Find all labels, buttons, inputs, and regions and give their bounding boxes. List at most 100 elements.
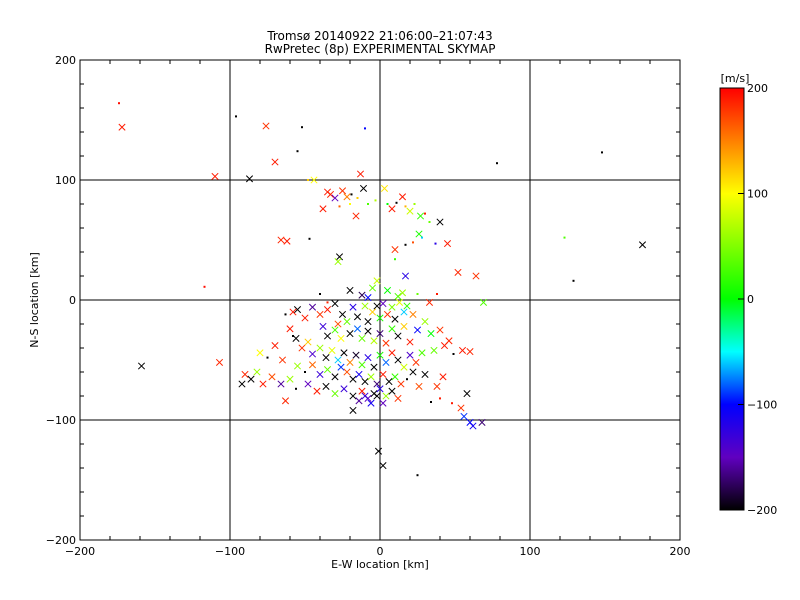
point-cross-133 (340, 349, 348, 357)
point-dot-34 (386, 203, 389, 205)
point-cross-72 (331, 300, 339, 308)
point-dot-40 (413, 203, 416, 205)
point-cross-15 (283, 237, 291, 245)
point-cross-184 (340, 385, 348, 393)
point-cross-137 (364, 354, 372, 362)
point-cross-82 (379, 300, 387, 308)
point-dot-32 (374, 199, 377, 202)
point-cross-163 (373, 380, 381, 388)
point-cross-159 (349, 375, 357, 383)
point-cross-0 (118, 123, 126, 131)
point-cross-66 (289, 308, 297, 316)
point-dot-214 (416, 474, 419, 477)
point-dot-168 (406, 378, 408, 381)
point-cross-13 (356, 170, 365, 178)
point-cross-171 (241, 370, 249, 378)
point-cross-105 (358, 334, 366, 342)
point-cross-19 (310, 176, 318, 184)
point-dot-54 (434, 242, 437, 245)
point-cross-109 (382, 339, 390, 347)
point-cross-122 (466, 348, 474, 356)
point-dot-12 (364, 127, 366, 130)
point-cross-57 (334, 258, 342, 266)
chart-title: Tromsø 20140922 21:06:00–21:07:43 (266, 29, 492, 43)
point-cross-147 (256, 349, 264, 357)
point-dot-217 (416, 293, 419, 295)
colorbar-tick-label: 200 (747, 82, 768, 95)
point-cross-27 (319, 205, 327, 213)
point-cross-70 (316, 310, 324, 318)
point-cross-97 (364, 294, 372, 302)
point-cross-119 (445, 337, 453, 345)
colorbar-tick-label: −200 (747, 504, 777, 517)
point-cross-165 (385, 378, 393, 386)
colorbar-label: [m/s] (721, 72, 750, 85)
x-tick-label: −200 (65, 545, 95, 558)
point-cross-51 (454, 268, 462, 276)
point-dot-219 (292, 335, 294, 337)
point-cross-150 (271, 342, 279, 350)
point-dot-3 (203, 285, 206, 288)
point-cross-111 (394, 332, 402, 340)
point-cross-44 (436, 218, 444, 226)
colorbar-tick-label: 0 (747, 293, 754, 306)
point-cross-132 (334, 356, 342, 364)
point-cross-98 (334, 320, 342, 328)
point-cross-100 (323, 332, 332, 340)
point-cross-104 (353, 325, 362, 333)
point-cross-195 (361, 392, 369, 400)
point-cross-45 (415, 230, 423, 238)
point-cross-123 (430, 346, 438, 354)
y-tick-label: 0 (69, 294, 76, 307)
point-cross-63 (479, 298, 488, 306)
point-cross-92 (383, 286, 392, 294)
point-cross-128 (308, 350, 317, 358)
point-cross-69 (308, 303, 317, 311)
point-cross-164 (379, 370, 387, 378)
point-cross-78 (364, 318, 372, 326)
data-points (118, 102, 647, 477)
point-cross-33 (380, 184, 389, 192)
point-dot-18 (307, 179, 309, 181)
point-cross-77 (361, 302, 369, 310)
y-tick-label: 100 (55, 174, 76, 187)
point-cross-210 (439, 373, 447, 381)
point-cross-94 (398, 289, 407, 297)
point-cross-37 (398, 193, 407, 201)
point-cross-181 (313, 387, 321, 395)
point-cross-89 (409, 310, 417, 318)
point-cross-75 (349, 303, 357, 311)
point-cross-139 (376, 351, 384, 359)
point-cross-56 (335, 253, 344, 261)
point-cross-138 (370, 363, 378, 371)
point-cross-91 (373, 277, 381, 285)
point-cross-101 (331, 326, 339, 334)
point-cross-85 (391, 315, 399, 323)
point-cross-35 (388, 205, 396, 213)
point-cross-112 (400, 322, 408, 330)
point-cross-83 (383, 310, 392, 318)
x-axis-label: E-W location [km] (331, 558, 429, 571)
x-tick-label: 100 (520, 545, 541, 558)
point-cross-193 (281, 397, 290, 405)
point-cross-186 (358, 387, 366, 395)
point-cross-116 (427, 330, 435, 338)
point-cross-47 (391, 246, 399, 254)
point-cross-180 (304, 380, 312, 388)
point-dot-216 (326, 301, 329, 304)
point-cross-71 (323, 306, 332, 314)
point-cross-9 (262, 122, 270, 130)
point-dot-38 (404, 205, 407, 208)
point-cross-7 (245, 175, 254, 183)
x-tick-label: 200 (670, 545, 691, 558)
point-dot-200 (430, 401, 432, 403)
point-cross-107 (370, 337, 378, 345)
point-dot-17 (308, 237, 311, 240)
point-cross-134 (346, 358, 354, 366)
point-dot-31 (367, 203, 369, 205)
point-cross-191 (388, 387, 396, 395)
point-cross-198 (379, 399, 387, 407)
point-cross-74 (343, 318, 351, 326)
point-cross-183 (331, 390, 339, 398)
point-cross-177 (277, 380, 285, 388)
